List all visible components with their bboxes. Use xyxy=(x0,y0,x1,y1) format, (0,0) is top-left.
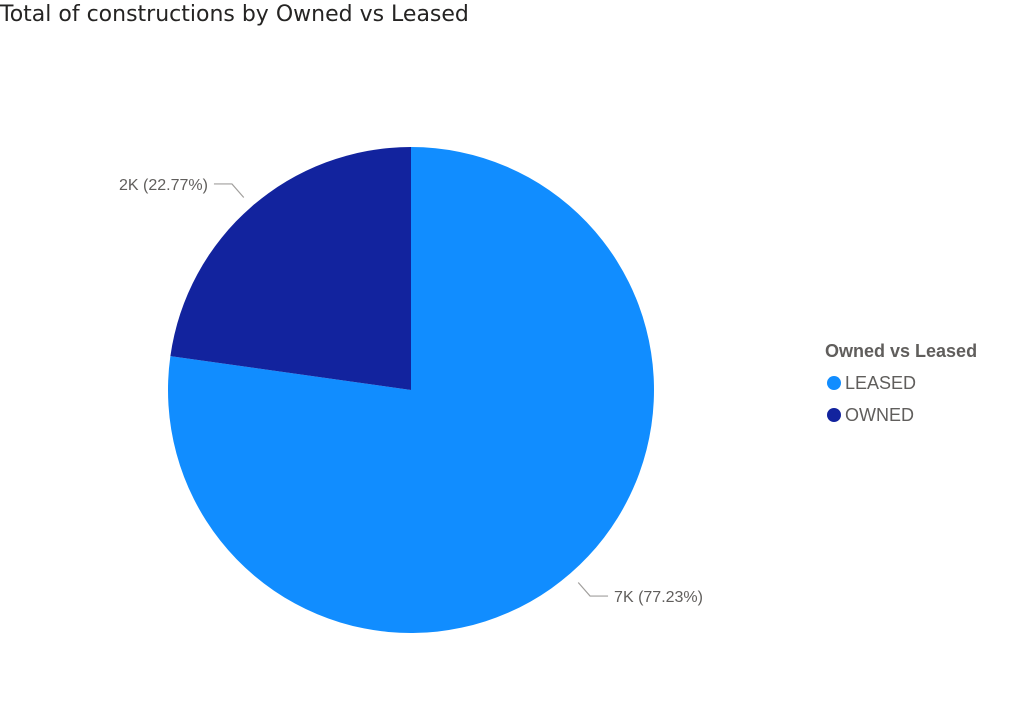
leader-line-owned xyxy=(213,183,245,198)
legend-title: Owned vs Leased xyxy=(825,341,978,361)
pie-slice-owned[interactable] xyxy=(170,147,411,390)
leader-line-leased xyxy=(577,582,609,597)
data-label-owned: 2K (22.77%) xyxy=(119,177,208,194)
legend-label-owned: OWNED xyxy=(845,404,914,425)
pie-slices xyxy=(168,147,655,634)
chart-title: Total of constructions by Owned vs Lease… xyxy=(0,2,469,27)
pie-slice-leased[interactable] xyxy=(168,147,655,634)
data-label-leased: 7K (77.23%) xyxy=(614,589,703,606)
legend: Owned vs Leased LEASED OWNED xyxy=(825,341,977,434)
pie-data-labels: 7K (77.23%) 2K (22.77%) xyxy=(119,177,703,606)
legend-swatch-owned xyxy=(827,408,841,422)
legend-item-leased[interactable]: LEASED xyxy=(825,364,977,402)
legend-label-leased: LEASED xyxy=(845,372,917,393)
legend-swatch-leased xyxy=(827,376,841,390)
legend-item-owned[interactable]: OWNED xyxy=(825,396,977,434)
